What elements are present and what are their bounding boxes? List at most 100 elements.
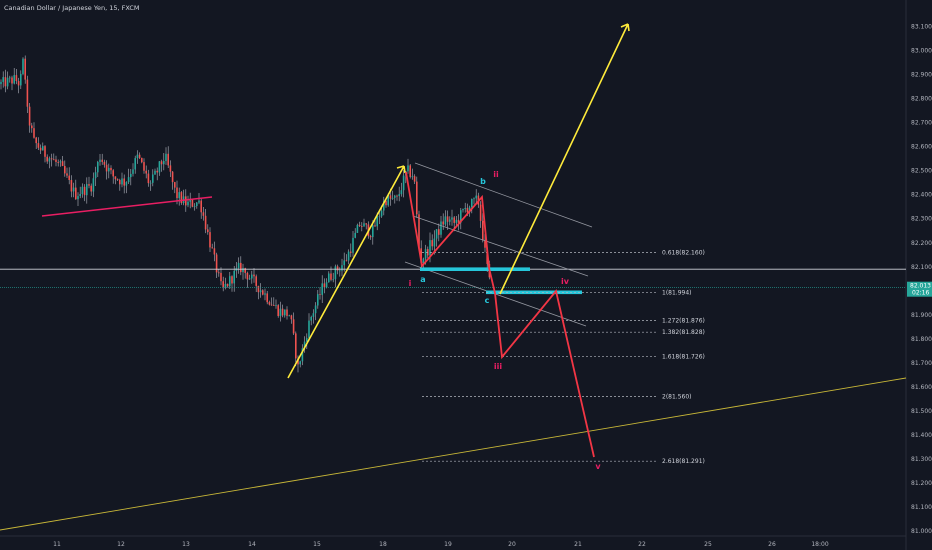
fib-level-label: 2(81.560) (662, 394, 692, 401)
candles-group (0, 55, 491, 373)
candle-body (257, 285, 260, 293)
bear-wave-projection (405, 171, 595, 458)
candle-body (198, 200, 200, 203)
price-tick-label: 81.000 (911, 528, 932, 535)
price-tick-label: 81.200 (911, 480, 932, 487)
candle-body (334, 266, 337, 280)
candle-body (141, 157, 143, 163)
time-tick-label: 13 (182, 541, 190, 548)
candle-body (17, 81, 20, 86)
candle-body (44, 146, 46, 157)
candle-body (365, 223, 367, 225)
candle-body (482, 220, 484, 241)
candle-body (86, 184, 88, 196)
time-tick-label: 12 (117, 541, 125, 548)
candle-body (317, 294, 319, 306)
candle-body (149, 182, 152, 184)
candle-body (420, 248, 422, 263)
candle-body (70, 180, 73, 192)
bull-impulse-arrowhead (396, 165, 406, 174)
candle-body (2, 77, 4, 82)
candle-body (13, 75, 15, 84)
candle-body (277, 305, 279, 316)
candle-body (59, 161, 62, 163)
candle-body (233, 270, 235, 284)
candle-body (352, 237, 354, 253)
candle-body (202, 212, 205, 216)
price-tick-label: 81.300 (911, 456, 932, 463)
candle-body (147, 173, 150, 184)
bull-projection-arrow (499, 23, 629, 295)
time-tick-label: 14 (248, 541, 256, 548)
fib-level-label: 1.618(81.726) (662, 354, 705, 361)
candle-body (290, 315, 293, 320)
candle-body (275, 305, 277, 306)
time-tick-label: 15 (313, 541, 321, 548)
price-tick-label: 81.600 (911, 384, 932, 391)
candle-body (152, 174, 154, 183)
candle-body (39, 147, 42, 151)
candle-body (224, 283, 227, 287)
candle-body (387, 195, 389, 206)
candle-body (444, 216, 447, 225)
candle-body (119, 179, 121, 185)
red-trendline (41, 196, 213, 217)
candle-body (319, 294, 321, 295)
candle-body (343, 260, 345, 266)
candle-body (284, 309, 286, 316)
candle-body (455, 219, 458, 223)
candle-body (286, 309, 288, 316)
candle-body (255, 276, 257, 286)
candle-body (251, 274, 253, 279)
candle-body (160, 161, 163, 165)
candle-body (299, 361, 301, 365)
candle-body (191, 199, 194, 207)
candle-body (57, 162, 59, 163)
candle-body (211, 247, 213, 249)
candle-body (165, 153, 167, 161)
current-price-tag: 82.013 02:16 (907, 281, 932, 297)
candle-body (350, 251, 352, 253)
candle-body (409, 165, 411, 177)
candle-body (435, 229, 438, 239)
candle-body (204, 215, 207, 230)
candle-body (288, 315, 290, 317)
candle-body (378, 216, 381, 218)
candle-body (237, 262, 240, 269)
candle-body (92, 178, 95, 192)
candle-body (97, 162, 99, 173)
time-axis[interactable]: 11 12 13 14 15 18 19 20 21 22 25 26 18:00 (53, 541, 829, 548)
candle-body (11, 77, 13, 84)
candle-body (130, 173, 132, 178)
price-axis-panel (906, 0, 932, 550)
time-tick-label: 19 (444, 541, 452, 548)
candle-body (154, 170, 156, 175)
fib-level-label: 0.618(82.160) (662, 249, 705, 256)
candle-body (28, 106, 31, 126)
candle-body (53, 159, 55, 161)
time-tick-label: 26 (768, 541, 776, 548)
current-price-value: 82.013 (910, 283, 931, 290)
candle-body (171, 171, 174, 183)
candle-body (442, 221, 444, 225)
candle-body (330, 273, 332, 280)
candle-body (312, 313, 315, 317)
price-tick-label: 82.600 (911, 144, 932, 151)
candle-body (138, 154, 141, 158)
wave-label-iv: iv (561, 277, 570, 286)
candle-body (396, 195, 398, 197)
price-tick-label: 82.900 (911, 72, 932, 79)
candle-body (262, 290, 264, 295)
candle-body (132, 169, 134, 174)
candle-body (103, 161, 106, 165)
candle-body (484, 240, 486, 248)
candle-body (440, 221, 442, 235)
time-tick-label: 18 (379, 541, 387, 548)
candle-body (468, 207, 471, 213)
candle-body (158, 161, 161, 173)
price-tick-label: 81.800 (911, 336, 932, 343)
wave-label-v: v (595, 462, 601, 471)
candle-body (321, 283, 323, 295)
candle-body (292, 319, 295, 334)
